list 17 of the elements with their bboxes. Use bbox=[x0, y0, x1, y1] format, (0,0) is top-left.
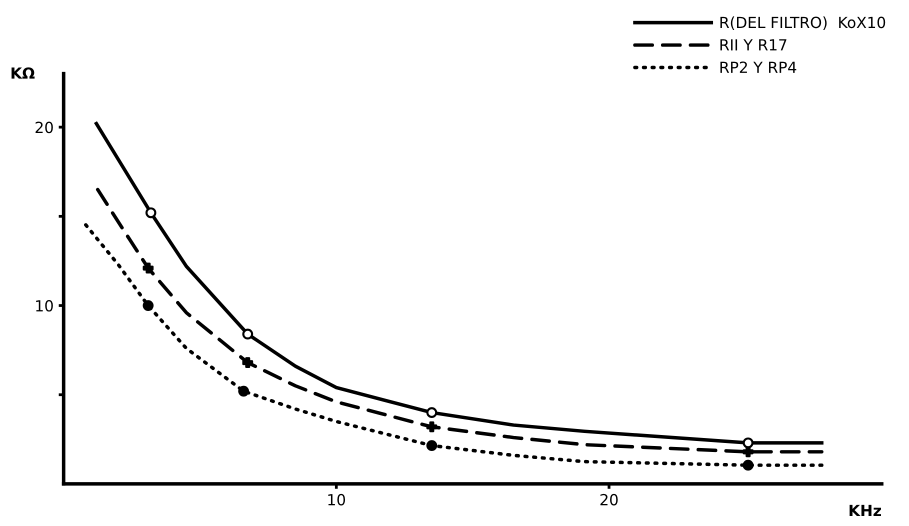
point bbox=[242, 328, 254, 340]
legend-label: RP2 Y RP4 bbox=[720, 62, 796, 73]
y-axis-title: KΩ bbox=[12, 67, 35, 79]
x-axis-title: KHz bbox=[850, 504, 881, 516]
point bbox=[742, 446, 754, 458]
point bbox=[742, 460, 754, 471]
point bbox=[238, 386, 250, 397]
point bbox=[426, 407, 438, 418]
point bbox=[426, 421, 438, 432]
point bbox=[242, 357, 254, 368]
legend-label: RII Y R17 bbox=[720, 39, 786, 50]
point bbox=[142, 262, 154, 274]
point bbox=[426, 440, 438, 452]
point bbox=[142, 300, 154, 311]
point bbox=[145, 207, 156, 218]
legend-label: R(DEL FILTRO) KoX10 bbox=[720, 16, 886, 30]
point bbox=[742, 437, 754, 448]
